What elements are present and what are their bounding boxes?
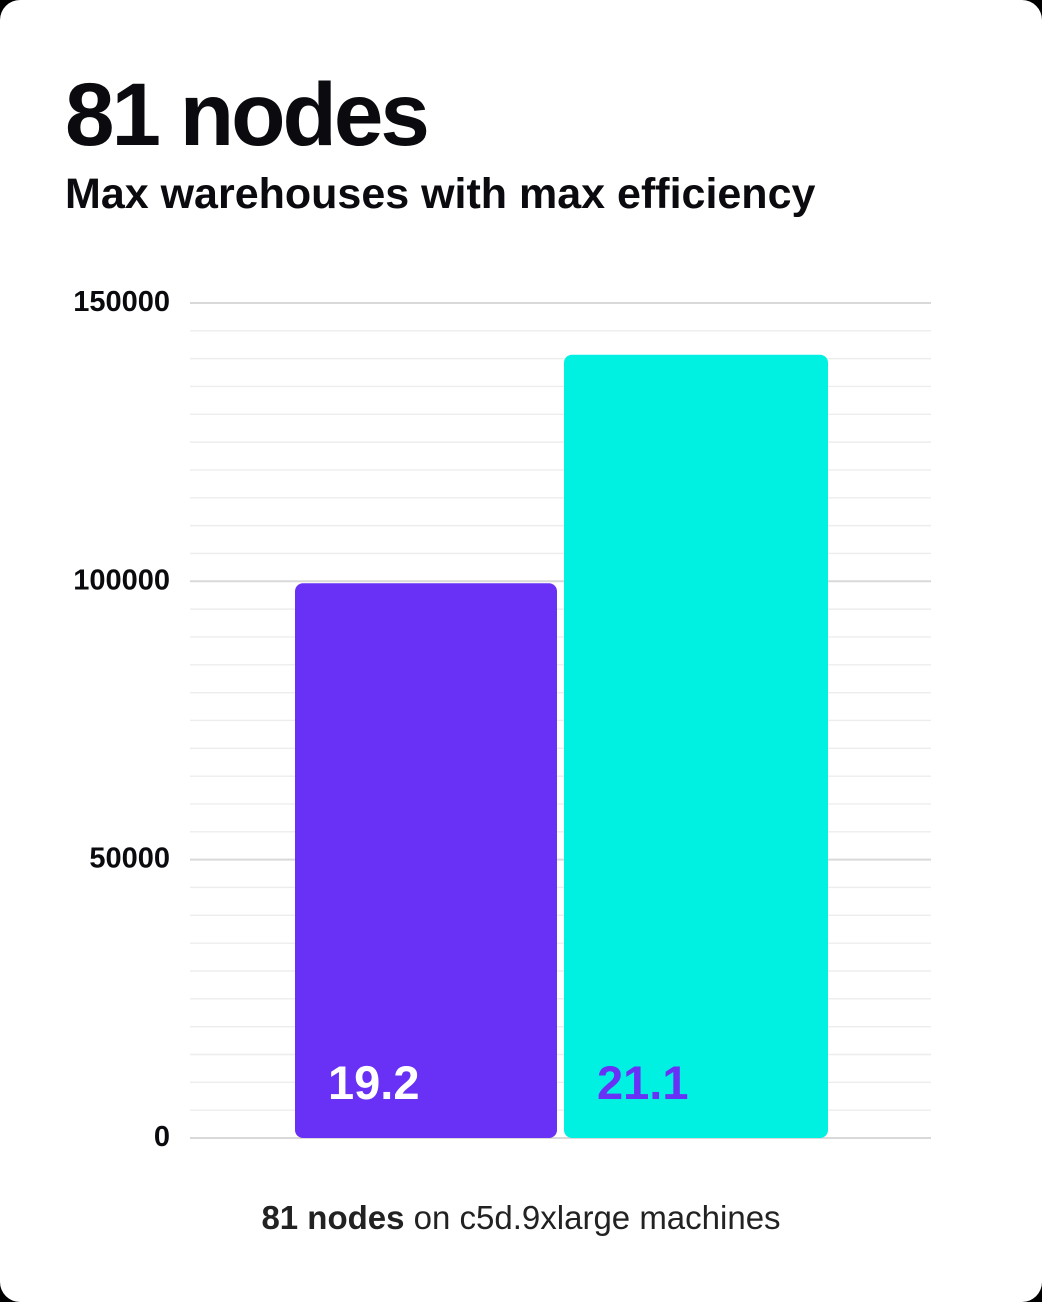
svg-text:0: 0 xyxy=(154,1121,170,1153)
svg-text:50000: 50000 xyxy=(89,843,170,875)
svg-text:21.1: 21.1 xyxy=(597,1056,688,1109)
svg-text:150000: 150000 xyxy=(73,286,170,318)
svg-text:100000: 100000 xyxy=(73,564,170,596)
svg-text:19.2: 19.2 xyxy=(328,1056,419,1109)
